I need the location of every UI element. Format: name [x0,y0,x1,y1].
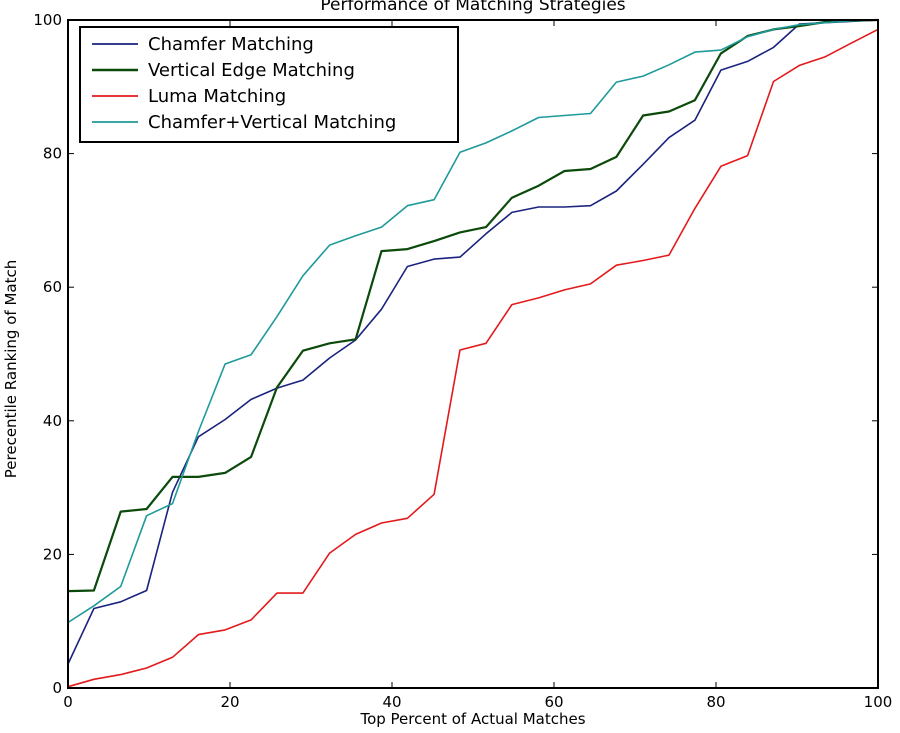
y-axis-label: Perecentile Ranking of Match [2,260,20,478]
x-tick-label: 40 [382,693,401,711]
x-tick-label: 0 [63,693,73,711]
y-tick-label: 80 [43,145,62,163]
plot-frame [67,19,879,689]
legend-label-1: Chamfer Matching [148,34,314,55]
legend-box [79,26,459,143]
x-tick-label: 60 [544,693,563,711]
y-tick-label: 20 [43,545,62,563]
legend-label-2: Vertical Edge Matching [148,60,355,81]
series-line-1 [67,19,879,665]
x-tick-label: 80 [706,693,725,711]
y-tick-label: 100 [33,11,62,29]
legend-label-4: Chamfer+Vertical Matching [148,112,396,133]
y-tick-label: 40 [43,412,62,430]
plot-series-layer [67,18,879,688]
series-line-4 [67,19,879,624]
x-tick-label: 100 [864,693,893,711]
series-line-3 [67,28,879,688]
legend: Chamfer Matching Vertical Edge Matching Lu… [79,26,459,143]
x-axis-label: Top Percent of Actual Matches [359,710,585,728]
x-tick-label: 20 [220,693,239,711]
chart-title: Performance of Matching Strategies [320,0,625,15]
legend-label-3: Luma Matching [148,86,286,107]
y-tick-label: 60 [43,278,62,296]
axis-ticks-layer: 0 20 40 60 80 100 0 20 40 60 80 100 [33,11,892,711]
y-tick-label: 0 [52,679,62,697]
